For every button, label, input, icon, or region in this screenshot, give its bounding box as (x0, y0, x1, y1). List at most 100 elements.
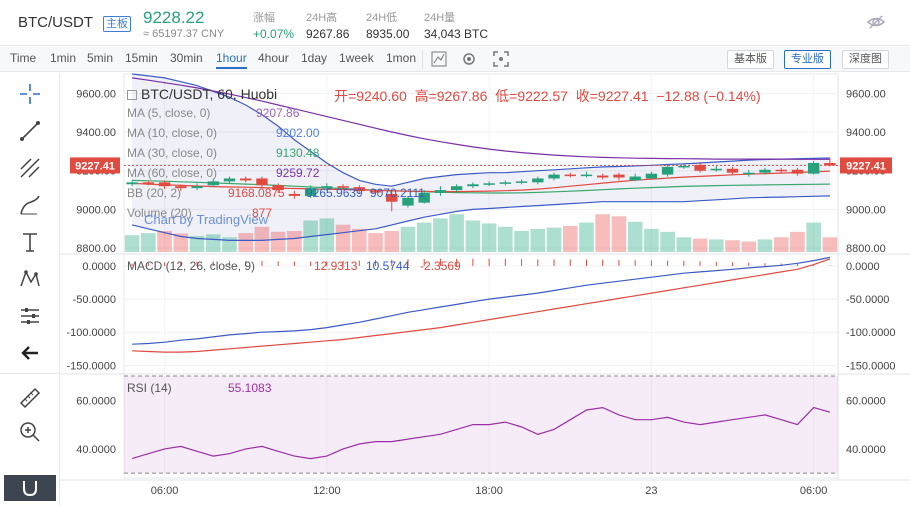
pattern-icon[interactable] (17, 266, 43, 292)
volume-bar (660, 231, 675, 252)
volume-bar (708, 239, 724, 252)
candle-body (288, 193, 301, 196)
candle-body (158, 182, 171, 187)
candle-body (710, 168, 722, 171)
volume-bar (498, 226, 513, 252)
candle-body (467, 184, 479, 187)
ma60-legend-value: 9259.72 (276, 166, 320, 180)
ma10-legend-label[interactable]: MA (10, close, 0) (127, 126, 218, 140)
macd-tick-right: 0.0000 (846, 261, 880, 273)
bb-basis-value: 9168.0875 (228, 186, 285, 200)
macd-signal-value: 10.5744 (366, 259, 410, 273)
basic-view-button[interactable]: 基本版 (727, 50, 774, 69)
volume-bar (319, 218, 335, 252)
candle-body (256, 178, 268, 186)
volume-bar (173, 233, 189, 252)
tf-4hour[interactable]: 4hour (258, 51, 289, 65)
volume-bar (254, 226, 270, 252)
bb-upper-value: 9265.9639 (306, 186, 363, 200)
candle-body (726, 168, 739, 173)
zoom-in-icon[interactable] (17, 419, 43, 445)
crosshair-icon[interactable] (17, 81, 43, 107)
volume-bar (157, 231, 172, 252)
price-tick-left: 8800.00 (76, 243, 116, 255)
macd-tick-right: -50.0000 (846, 294, 889, 306)
macd-tick-right: -100.0000 (846, 327, 896, 339)
rsi-pane (124, 375, 838, 474)
volume-bar (270, 231, 286, 252)
tf-30min[interactable]: 30min (170, 51, 203, 65)
candle-body (483, 183, 495, 185)
pair-name[interactable]: BTC/USDT (18, 14, 93, 31)
bb-legend-label[interactable]: BB (20, 2) (127, 186, 182, 200)
candle-body (759, 169, 771, 173)
price-tick-left: 9400.00 (76, 127, 116, 139)
volume-bar (514, 231, 529, 252)
ma60-legend-label[interactable]: MA (60, close, 0) (127, 166, 218, 180)
volume-bar (790, 231, 805, 252)
tf-1mon[interactable]: 1mon (386, 51, 417, 65)
hide-eye-icon[interactable] (866, 12, 886, 32)
price-tick-right: 9600.00 (846, 88, 886, 100)
macd-legend-label[interactable]: MACD (12, 26, close, 9) (127, 259, 256, 273)
tf-time[interactable]: Time (10, 51, 37, 65)
text-icon[interactable] (17, 229, 43, 255)
rsi-tick-left: 60.0000 (76, 395, 116, 407)
back-arrow-icon[interactable] (17, 340, 43, 366)
time-tick: 18:00 (475, 485, 503, 497)
candle-body (126, 182, 138, 185)
volume-bar (141, 233, 156, 252)
ma30-legend-label[interactable]: MA (30, close, 0) (127, 146, 218, 160)
volume-bar (205, 234, 221, 252)
pitchfork-icon[interactable] (17, 155, 43, 181)
candle-body (548, 174, 560, 179)
pro-view-button[interactable]: 专业版 (784, 50, 831, 69)
volume-bar (124, 235, 140, 252)
ma5-legend-label[interactable]: MA (5, close, 0) (127, 106, 211, 120)
candle-body (369, 191, 382, 193)
chart-type-icon[interactable] (430, 50, 448, 68)
cny-price: ≈ 65197.37 CNY (143, 28, 225, 40)
legend-title-row: BTC/USDT, 60, Huobi (127, 86, 277, 102)
tf-1min[interactable]: 1min (50, 51, 77, 65)
rsi-legend-label[interactable]: RSI (14) (127, 381, 172, 395)
axes: 9600.009600.009400.009400.009200.009200.… (66, 88, 895, 497)
ohlc-open: 9240.60 (356, 88, 407, 104)
settings-icon[interactable] (460, 50, 478, 68)
brush-icon[interactable] (17, 192, 43, 218)
volume-bar (433, 218, 448, 252)
bb-fill (132, 74, 830, 241)
volume-legend-label[interactable]: Volume (20) (127, 206, 192, 220)
price-tick-right: 8800.00 (846, 243, 886, 255)
candle-body (775, 169, 787, 172)
symbol-title[interactable]: BTC/USDT, 60, Huobi (141, 86, 278, 102)
candle-body (418, 192, 430, 203)
tf-5min[interactable]: 5min (87, 51, 114, 65)
candle-body (434, 190, 447, 193)
volume-bar (725, 240, 740, 252)
ruler-icon[interactable] (17, 385, 43, 411)
macd-tick-left: 0.0000 (82, 261, 116, 273)
rsi-line (131, 406, 831, 460)
trend-line-icon[interactable] (17, 118, 43, 144)
tf-1day[interactable]: 1day (301, 51, 328, 65)
fullscreen-icon[interactable] (492, 50, 510, 68)
tf-1week[interactable]: 1week (339, 51, 374, 65)
measure-settings-icon[interactable] (17, 303, 43, 329)
candle-body (272, 185, 284, 191)
candle-body (515, 181, 528, 183)
toolbar-divider (422, 50, 423, 69)
depth-chart-button[interactable]: 深度图 (842, 50, 889, 69)
current-price-tag-left (70, 157, 120, 174)
volume-bar (384, 231, 400, 252)
bb-upper-line (132, 73, 830, 187)
tf-15min[interactable]: 15min (125, 51, 158, 65)
magnet-icon[interactable] (4, 475, 56, 501)
tf-1hour[interactable]: 1hour (216, 51, 247, 69)
high-label: 24H高 (306, 12, 338, 24)
collapse-icon[interactable] (127, 90, 137, 101)
ma30-legend-value: 9130.48 (276, 146, 320, 160)
volume-bar (773, 237, 789, 252)
tool-divider (0, 373, 59, 374)
